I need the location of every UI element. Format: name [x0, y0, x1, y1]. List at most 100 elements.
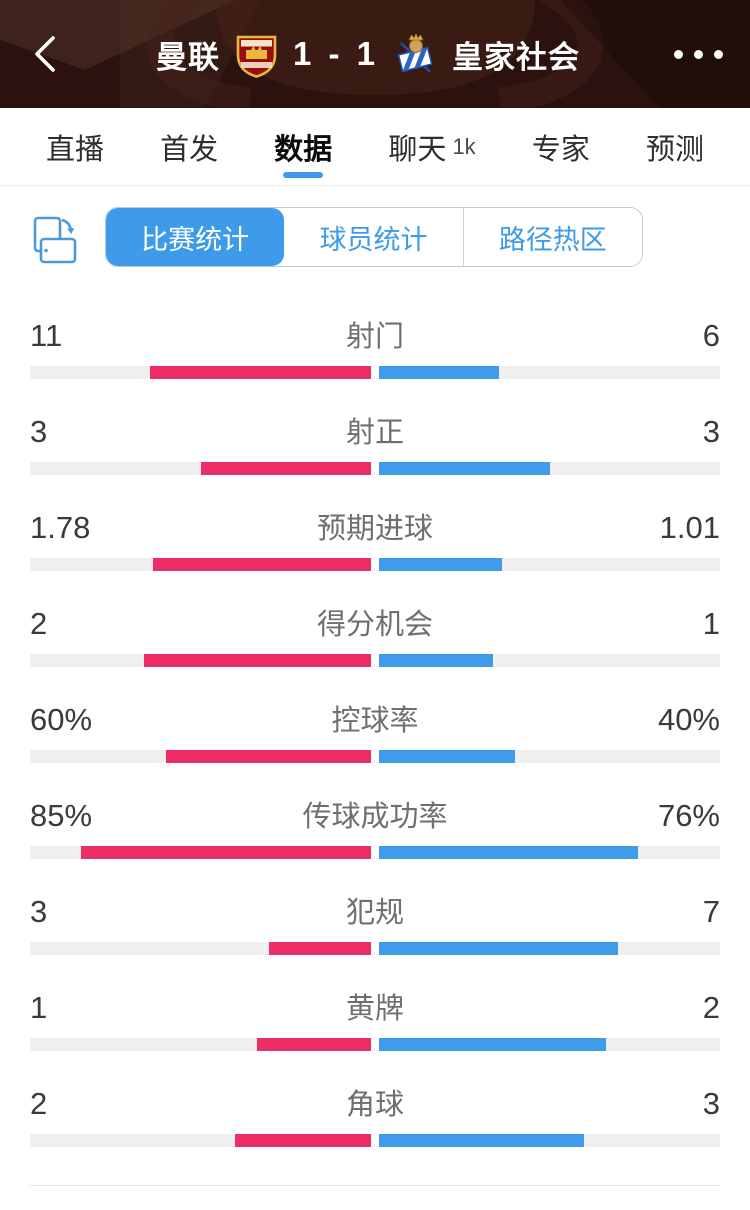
- away-bar-track: [379, 462, 720, 475]
- stat-bars: [30, 846, 720, 859]
- away-value: 40%: [657, 702, 720, 737]
- stat-row-corners: 2 角球 3: [0, 1081, 750, 1147]
- home-bar-track: [30, 942, 371, 955]
- home-bar-track: [30, 750, 371, 763]
- stat-row-possession: 60% 控球率 40%: [0, 697, 750, 763]
- home-bar-track: [30, 846, 371, 859]
- tab-lineup[interactable]: 首发: [154, 108, 224, 185]
- segment-match-stats[interactable]: 比赛统计: [106, 208, 285, 266]
- more-button[interactable]: [646, 0, 750, 108]
- home-bar: [150, 366, 371, 379]
- rotate-screen-button[interactable]: [0, 207, 105, 267]
- stat-line: 11 射门 6: [30, 313, 720, 353]
- stat-row-yellow-cards: 1 黄牌 2: [0, 985, 750, 1051]
- stat-line: 2 角球 3: [30, 1081, 720, 1121]
- stat-line: 1.78 预期进球 1.01: [30, 505, 720, 545]
- away-bar: [379, 846, 639, 859]
- stat-label: 射正: [345, 417, 404, 449]
- back-button[interactable]: [0, 0, 90, 108]
- stat-line: 1 黄牌 2: [30, 985, 720, 1025]
- stat-label: 预期进球: [316, 513, 433, 545]
- stat-line: 2 得分机会 1: [30, 601, 720, 641]
- home-value: 3: [30, 894, 48, 929]
- away-value: 3: [702, 1086, 720, 1121]
- stat-bars: [30, 558, 720, 571]
- home-bar: [143, 654, 371, 667]
- away-bar: [379, 462, 550, 475]
- home-bar-track: [30, 366, 371, 379]
- match-title: 曼联 1 - 1 皇家社会: [90, 31, 646, 78]
- away-bar: [379, 558, 503, 571]
- away-bar: [379, 750, 516, 763]
- segment-label: 比赛统计: [141, 224, 250, 255]
- tab-label: 直播: [46, 133, 105, 166]
- match-header: 曼联 1 - 1 皇家社会: [0, 0, 750, 108]
- away-bar-track: [379, 846, 720, 859]
- away-bar-track: [379, 654, 720, 667]
- home-bar-track: [30, 462, 371, 475]
- ellipsis-icon: [673, 49, 683, 59]
- stat-bars: [30, 1038, 720, 1051]
- away-bar: [379, 1038, 607, 1051]
- tab-label: 首发: [160, 133, 219, 166]
- tab-data[interactable]: 数据: [268, 108, 338, 185]
- home-value: 1: [30, 990, 48, 1025]
- stat-bars: [30, 942, 720, 955]
- stat-row-shots-on-target: 3 射正 3: [0, 409, 750, 475]
- home-value: 2: [30, 1086, 48, 1121]
- stat-row-fouls: 3 犯规 7: [0, 889, 750, 955]
- home-bar-track: [30, 654, 371, 667]
- stats-panel: 比赛统计 球员统计 路径热区 11 射门 6: [0, 186, 750, 1210]
- stat-label: 控球率: [331, 705, 419, 737]
- tab-expert[interactable]: 专家: [526, 108, 596, 185]
- home-value: 3: [30, 414, 48, 449]
- stat-label: 得分机会: [316, 609, 433, 641]
- away-bar-track: [379, 366, 720, 379]
- stat-row-shots: 11 射门 6: [0, 313, 750, 379]
- stat-bars: [30, 750, 720, 763]
- away-bar: [379, 942, 618, 955]
- home-bar-track: [30, 1134, 371, 1147]
- stats-list: 11 射门 6 3 射正 3: [0, 313, 750, 1147]
- away-bar-track: [379, 750, 720, 763]
- away-value: 76%: [657, 798, 720, 833]
- tab-live[interactable]: 直播: [40, 108, 110, 185]
- away-value: 1.01: [659, 510, 720, 545]
- tab-chat[interactable]: 聊天 1k: [382, 108, 481, 185]
- stat-line: 60% 控球率 40%: [30, 697, 720, 737]
- stat-label: 犯规: [345, 897, 404, 929]
- away-value: 7: [702, 894, 720, 929]
- away-bar: [379, 654, 493, 667]
- stat-bars: [30, 1134, 720, 1147]
- home-bar: [153, 558, 371, 571]
- score: 1 - 1: [292, 35, 380, 72]
- away-bar-track: [379, 558, 720, 571]
- away-bar-track: [379, 1134, 720, 1147]
- rotate-device-icon: [33, 216, 76, 264]
- away-bar: [379, 366, 500, 379]
- away-value: 2: [702, 990, 720, 1025]
- stats-nav: 比赛统计 球员统计 路径热区: [0, 207, 750, 267]
- stat-row-big-chances: 2 得分机会 1: [0, 601, 750, 667]
- away-team-crest: [397, 32, 433, 73]
- away-value: 1: [702, 606, 720, 641]
- tab-predict[interactable]: 预测: [640, 108, 710, 185]
- home-bar: [166, 750, 371, 763]
- segment-player-stats[interactable]: 球员统计: [284, 208, 463, 266]
- stat-bars: [30, 366, 720, 379]
- stat-label: 角球: [345, 1089, 404, 1121]
- segment-label: 路径热区: [498, 224, 607, 255]
- stat-row-xg: 1.78 预期进球 1.01: [0, 505, 750, 571]
- home-bar: [257, 1038, 371, 1051]
- chevron-left-icon: [35, 36, 55, 72]
- stat-line: 3 犯规 7: [30, 889, 720, 929]
- tab-badge: 1k: [452, 133, 476, 159]
- segment-heatmap[interactable]: 路径热区: [462, 208, 642, 266]
- tab-bar: 直播 首发 数据 聊天 1k 专家 预测: [0, 108, 750, 186]
- home-value: 2: [30, 606, 48, 641]
- home-bar-track: [30, 558, 371, 571]
- home-team-name: 曼联: [155, 39, 220, 75]
- stat-bars: [30, 654, 720, 667]
- stat-line: 3 射正 3: [30, 409, 720, 449]
